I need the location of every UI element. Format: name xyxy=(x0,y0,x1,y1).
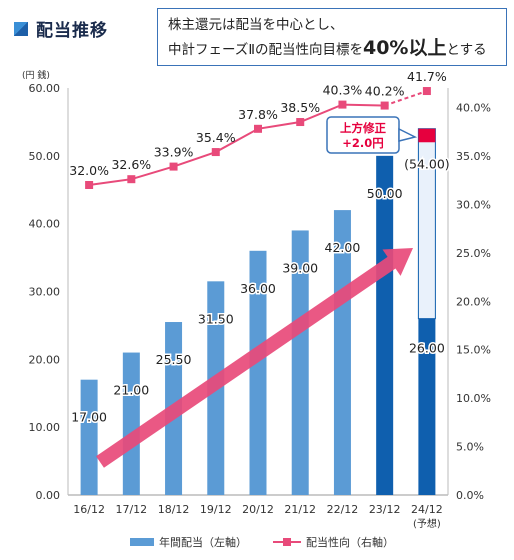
x-tick-label-0: 16/12 xyxy=(73,503,105,516)
payout-point-4 xyxy=(254,124,262,133)
bar-value-label-7: 50.00 xyxy=(367,186,403,201)
payout-label-7: 40.2% xyxy=(365,84,405,99)
payout-label-2: 33.9% xyxy=(154,145,194,160)
payout-point-2 xyxy=(169,162,178,171)
y-right-tick-label-5: 25.0% xyxy=(456,247,491,260)
bar-7 xyxy=(376,155,394,496)
payout-label-3: 35.4% xyxy=(196,130,236,145)
legend: 年間配当（左軸） 配当性向（右軸） xyxy=(130,534,420,550)
policy-line-2-suffix: とする xyxy=(446,42,487,58)
bar-value-label-4: 36.00 xyxy=(240,281,276,296)
payout-label-4: 37.8% xyxy=(238,107,278,122)
payout-ratio-forecast-line xyxy=(384,90,428,107)
bar-value-label-6: 42.00 xyxy=(325,240,361,255)
policy-target-highlight: 40%以上 xyxy=(362,37,447,59)
legend-bar-swatch xyxy=(130,538,154,546)
chart-title: 配当推移 xyxy=(14,16,108,41)
legend-item-dividend: 年間配当（左軸） xyxy=(130,534,247,550)
growth-trend-arrow xyxy=(96,248,414,468)
legend-item-payout: 配当性向（右軸） xyxy=(273,534,394,550)
payout-ratio-line xyxy=(88,103,385,186)
bar-value-label-8: 26.00 xyxy=(409,341,445,356)
legend-line-swatch xyxy=(273,537,301,547)
policy-line-2-prefix: 中計フェーズⅡの配当性向目標を xyxy=(168,42,363,58)
y-right-tick-label-1: 5.0% xyxy=(456,441,484,454)
y-left-tick-label-6: 60.00 xyxy=(29,82,61,95)
bar-1 xyxy=(122,352,140,495)
bar-value-label-2: 25.50 xyxy=(156,352,192,367)
y-right-tick-label-3: 15.0% xyxy=(456,344,491,357)
payout-point-6 xyxy=(338,100,347,109)
payout-point-0 xyxy=(85,181,94,189)
payout-point-5 xyxy=(296,118,305,127)
payout-label-0: 32.0% xyxy=(69,163,109,178)
bar-0 xyxy=(80,379,98,495)
payout-point-8 xyxy=(422,87,431,96)
bar-6 xyxy=(333,210,351,495)
bar-8 xyxy=(418,318,436,495)
revision-callout-line1: 上方修正 xyxy=(340,121,386,135)
y-right-tick-label-6: 30.0% xyxy=(456,198,491,211)
payout-point-1 xyxy=(127,175,136,184)
x-tick-label-1: 17/12 xyxy=(115,503,147,516)
policy-line-1: 株主還元は配当を中心とし、 xyxy=(168,17,344,33)
title-marker-icon xyxy=(14,21,28,36)
x-tick-label-2: 18/12 xyxy=(158,503,190,516)
y-left-tick-label-2: 20.00 xyxy=(29,353,61,366)
policy-line-2: 中計フェーズⅡの配当性向目標を40%以上とする xyxy=(168,37,496,62)
payout-point-7 xyxy=(380,101,389,110)
y-left-tick-label-4: 40.00 xyxy=(29,218,61,231)
x-tick-label-5: 21/12 xyxy=(284,503,316,516)
y-left-tick-label-5: 50.00 xyxy=(29,150,61,163)
y-right-tick-label-4: 20.0% xyxy=(456,295,491,308)
x-tick-label-7: 23/12 xyxy=(369,503,401,516)
bar-4 xyxy=(249,250,267,495)
bar-5 xyxy=(291,230,309,495)
payout-label-5: 38.5% xyxy=(280,100,320,115)
legend-label-payout: 配当性向（右軸） xyxy=(306,536,394,549)
revision-callout-pointer xyxy=(398,127,418,142)
y-right-tick-label-0: 0.0% xyxy=(456,489,484,502)
y-left-tick-label-0: 0.00 xyxy=(36,489,61,502)
policy-box: 株主還元は配当を中心とし、 中計フェーズⅡの配当性向目標を40%以上とする xyxy=(157,8,507,66)
revision-callout-line2: +2.0円 xyxy=(342,136,384,150)
x-tick-label-6: 22/12 xyxy=(327,503,359,516)
bar-value-label-3: 31.50 xyxy=(198,311,234,326)
y-left-tick-label-1: 10.00 xyxy=(29,421,61,434)
payout-point-3 xyxy=(211,148,220,157)
forecast-total-label: (54.00) xyxy=(404,157,450,172)
y-left-tick-label-3: 30.00 xyxy=(29,286,61,299)
y-left-unit-label: (円 銭) xyxy=(22,69,50,81)
chart-title-text: 配当推移 xyxy=(36,21,108,41)
bar-value-label-0: 17.00 xyxy=(71,410,107,425)
y-right-tick-label-7: 35.0% xyxy=(456,150,491,163)
legend-label-dividend: 年間配当（左軸） xyxy=(159,536,247,549)
x-tick-label-3: 19/12 xyxy=(200,503,232,516)
payout-label-6: 40.3% xyxy=(323,83,363,98)
x-tick-label-8: 24/12 xyxy=(411,503,443,516)
y-right-tick-label-8: 40.0% xyxy=(456,102,491,115)
bar-value-label-5: 39.00 xyxy=(282,260,318,275)
y-right-tick-label-2: 10.0% xyxy=(456,392,491,405)
revision-segment xyxy=(418,128,436,143)
bar-value-label-1: 21.00 xyxy=(113,383,149,398)
payout-label-8: 41.7% xyxy=(407,69,447,84)
payout-label-1: 32.6% xyxy=(111,157,151,172)
x-tick-label-4: 20/12 xyxy=(242,503,274,516)
x-tick-note: (予想) xyxy=(413,517,441,530)
